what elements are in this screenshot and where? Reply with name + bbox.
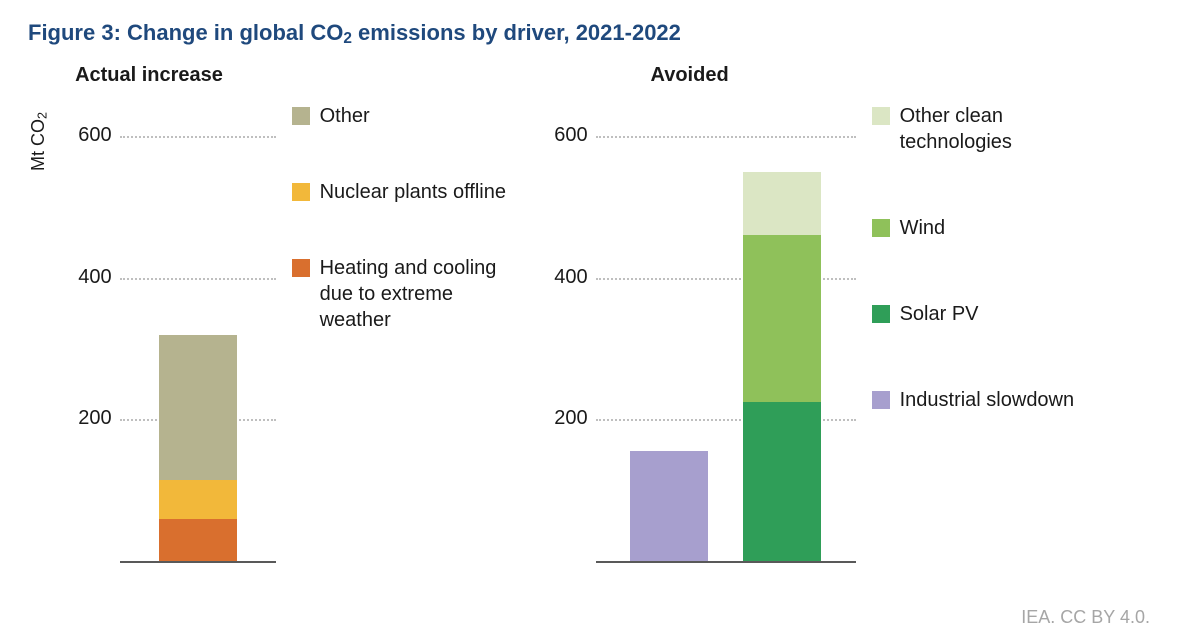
segment-heating	[159, 519, 237, 561]
segment-solarpv	[743, 402, 821, 561]
legend-swatch	[872, 305, 890, 323]
tick-label: 200	[78, 408, 111, 428]
tick-label: 400	[78, 267, 111, 287]
legend-label: Nuclear plants offline	[320, 179, 506, 205]
legend-item-wind: Wind	[872, 215, 1082, 241]
bar	[743, 172, 821, 561]
legend-item-nuclear: Nuclear plants offline	[292, 179, 522, 205]
legend-item-industrial: Industrial slowdown	[872, 387, 1082, 413]
segment-otherclean	[743, 172, 821, 236]
legend-swatch	[292, 107, 310, 125]
panel-title: Avoided	[532, 64, 848, 87]
legend-item-solarpv: Solar PV	[872, 301, 1082, 327]
source-note: IEA. CC BY 4.0.	[1021, 607, 1150, 628]
bar	[159, 335, 237, 561]
tick-label: 400	[554, 267, 587, 287]
tick-label: 200	[554, 408, 587, 428]
panel-title: Actual increase	[28, 64, 270, 87]
panel-avoided: Avoided 600 400 200 Other clean technologies…	[532, 64, 1082, 563]
legend-label: Heating and cooling due to extreme weath…	[320, 255, 522, 333]
panel-body: 600 400 200 Other clean technologies Wind Sol…	[532, 101, 1082, 563]
legend-swatch	[292, 183, 310, 201]
yaxis-ticks: 600 400 200	[532, 101, 596, 561]
legend-swatch	[872, 391, 890, 409]
legend-label: Solar PV	[900, 301, 979, 327]
legend-label: Other clean technologies	[900, 103, 1082, 155]
bar	[630, 451, 708, 561]
legend-swatch	[292, 259, 310, 277]
plot-area	[120, 101, 276, 563]
yaxis-label: Mt CO2	[28, 101, 50, 181]
segment-wind	[743, 235, 821, 401]
legend-item-heating: Heating and cooling due to extreme weath…	[292, 255, 522, 333]
segment-nuclear	[159, 480, 237, 519]
tick-label: 600	[554, 125, 587, 145]
segment-other	[159, 335, 237, 480]
legend-item-other: Other	[292, 103, 522, 129]
yaxis-ticks: 600 400 200	[56, 101, 120, 561]
legend-label: Wind	[900, 215, 946, 241]
legend: Other Nuclear plants offline Heating and c…	[276, 101, 522, 333]
panels-row: Actual increase Mt CO2 600 400 200 Other Nucle…	[28, 64, 1150, 563]
bars	[596, 101, 856, 561]
segment-industrial	[630, 451, 708, 561]
figure-title: Figure 3: Change in global CO2 emissions…	[28, 20, 1150, 46]
plot-area	[596, 101, 856, 563]
bars	[120, 101, 276, 561]
legend-swatch	[872, 107, 890, 125]
legend-label: Industrial slowdown	[900, 387, 1075, 413]
legend-item-otherclean: Other clean technologies	[872, 103, 1082, 155]
figure-container: Figure 3: Change in global CO2 emissions…	[0, 0, 1178, 642]
legend-swatch	[872, 219, 890, 237]
panel-body: Mt CO2 600 400 200 Other Nuclear plants offli…	[28, 101, 522, 563]
legend-label: Other	[320, 103, 370, 129]
panel-actual: Actual increase Mt CO2 600 400 200 Other Nucle…	[28, 64, 522, 563]
tick-label: 600	[78, 125, 111, 145]
legend: Other clean technologies Wind Solar PV Indu…	[856, 101, 1082, 413]
